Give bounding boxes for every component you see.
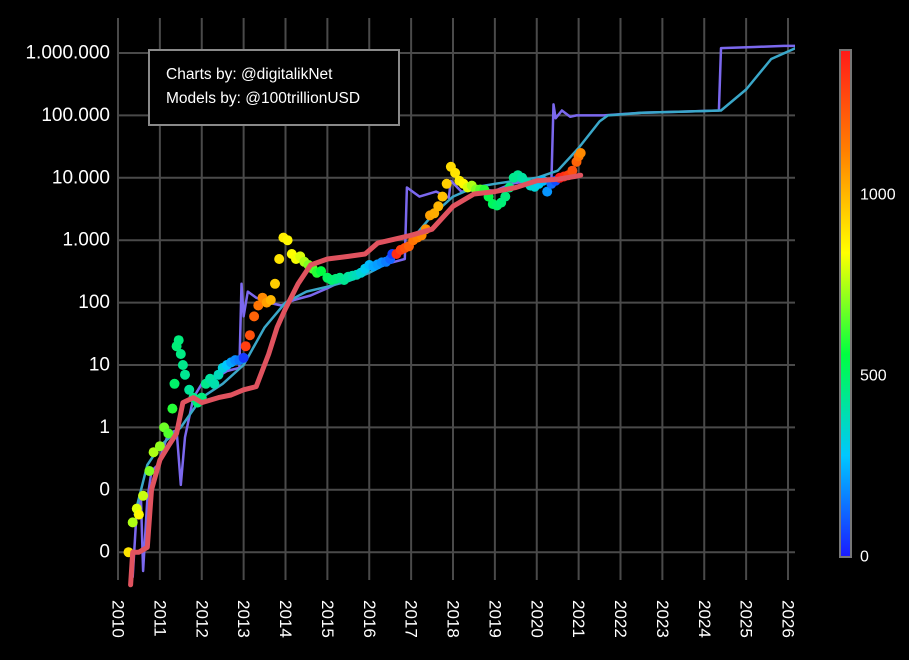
data-point: [167, 403, 178, 414]
data-point: [144, 466, 155, 476]
data-point: [500, 191, 511, 202]
x-tick-label: 2025: [737, 600, 756, 638]
y-tick-label: 1.000.000: [25, 43, 110, 64]
x-tick-label: 2017: [402, 600, 421, 638]
x-tick-label: 2023: [653, 600, 672, 638]
data-point: [450, 167, 461, 178]
x-tick-label: 2020: [527, 600, 546, 638]
data-point: [441, 178, 452, 189]
charts-credit: Charts by: @digitalikNet: [166, 66, 333, 83]
data-point: [316, 266, 327, 277]
data-point: [274, 254, 285, 264]
x-tick-label: 2011: [150, 600, 169, 637]
x-tick-label: 2010: [109, 600, 128, 638]
data-point: [575, 148, 586, 158]
data-point: [567, 165, 578, 176]
data-point: [138, 490, 149, 501]
data-point: [542, 186, 553, 197]
y-tick-label: 100: [78, 292, 110, 313]
x-tick-label: 2013: [234, 600, 253, 638]
x-tick-label: 2026: [779, 600, 798, 638]
data-point: [437, 191, 448, 202]
data-point: [169, 378, 180, 389]
series-line: [128, 172, 584, 588]
y-tick-label: 0: [99, 479, 110, 500]
data-point: [127, 517, 138, 528]
x-tick-label: 2014: [276, 600, 295, 638]
y-tick-label: 1.000: [62, 230, 110, 251]
data-point: [270, 278, 280, 289]
plot-area: [123, 44, 795, 588]
y-tick-label: 10: [89, 355, 110, 376]
models-credit: Models by: @100trillionUSD: [166, 90, 361, 107]
data-point: [240, 341, 251, 352]
y-tick-label: 100.000: [41, 105, 110, 126]
x-axis-tick-labels: 2010 2011 2012 2013 2014 2015 2016 2017 2018 2019…: [109, 600, 798, 638]
data-point: [238, 352, 249, 363]
y-tick-label: 0: [99, 542, 110, 563]
data-point: [433, 201, 444, 212]
x-tick-label: 2012: [192, 600, 211, 638]
data-point: [133, 509, 144, 520]
colorbar-tick-label: 1000: [860, 186, 896, 203]
data-point: [253, 300, 264, 311]
data-point: [249, 311, 260, 322]
colorbar: 0 500 1000: [839, 49, 896, 566]
data-point: [180, 369, 190, 380]
x-tick-label: 2022: [611, 600, 630, 638]
data-point: [209, 378, 220, 389]
data-point: [148, 447, 159, 458]
data-point: [265, 295, 276, 305]
colorbar-gradient: [839, 49, 852, 558]
data-point: [163, 428, 174, 439]
data-point: [154, 441, 165, 452]
data-point: [177, 360, 188, 370]
colorbar-tick-label: 0: [860, 549, 869, 566]
x-tick-label: 2019: [485, 600, 504, 638]
x-tick-label: 2024: [695, 600, 714, 638]
credits-box: Charts by: @digitalikNet Models by: @100…: [148, 49, 400, 126]
x-tick-label: 2015: [318, 600, 337, 638]
colorbar-tick-label: 500: [860, 367, 887, 384]
data-point: [173, 335, 184, 346]
x-tick-label: 2018: [444, 600, 463, 638]
x-tick-label: 2016: [360, 600, 379, 638]
data-point: [282, 235, 293, 246]
data-point: [184, 384, 195, 395]
y-tick-label: 10.000: [52, 167, 110, 188]
data-point: [244, 330, 255, 341]
data-point: [175, 349, 186, 359]
y-tick-label: 1: [99, 417, 110, 438]
x-tick-label: 2021: [569, 600, 588, 638]
